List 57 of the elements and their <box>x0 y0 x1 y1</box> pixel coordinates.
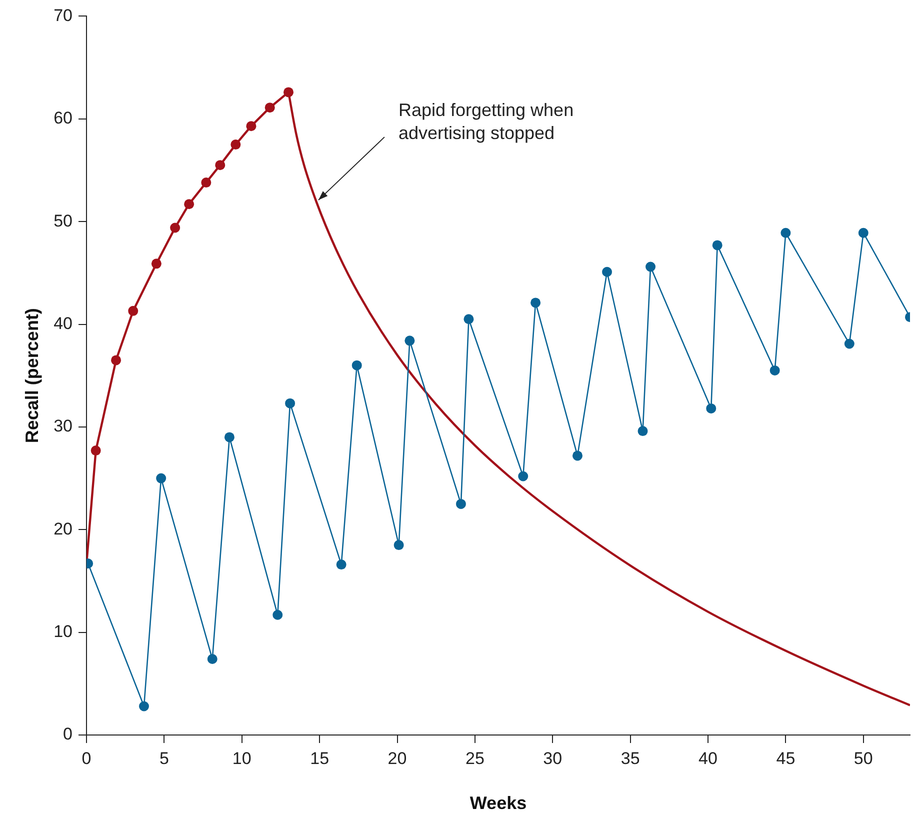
y-tick-label: 20 <box>54 519 73 538</box>
x-tick-label: 0 <box>82 748 92 768</box>
x-tick-label: 10 <box>232 748 252 768</box>
point <box>111 355 122 366</box>
point <box>170 222 180 233</box>
point <box>456 498 466 509</box>
point <box>230 140 241 150</box>
point <box>128 306 138 316</box>
point <box>285 398 296 408</box>
point <box>264 102 275 113</box>
point <box>602 266 612 277</box>
x-tick-label: 25 <box>465 748 484 768</box>
point <box>404 336 415 346</box>
point <box>184 199 194 210</box>
y-axis-title: Recall (percent) <box>22 308 42 444</box>
point <box>770 365 780 376</box>
x-axis-title: Weeks <box>470 793 527 814</box>
point <box>336 560 346 570</box>
point <box>90 446 101 456</box>
point <box>858 228 868 238</box>
point <box>224 432 234 442</box>
x-tick-label: 50 <box>854 748 873 768</box>
point <box>215 160 226 170</box>
point <box>139 701 149 712</box>
annotation: Rapid forgetting when advertising stopped <box>398 100 574 144</box>
x-tick-label: 40 <box>698 748 718 768</box>
point <box>394 540 404 550</box>
x-tick-label: 30 <box>543 748 562 768</box>
point <box>780 228 791 238</box>
x-tick-label: 15 <box>310 748 330 768</box>
point <box>352 360 362 370</box>
y-tick-label: 0 <box>63 724 73 744</box>
point <box>156 473 166 484</box>
y-tick-label: 10 <box>54 622 73 641</box>
point <box>151 258 162 269</box>
y-tick-label: 30 <box>54 416 73 436</box>
y-tick-label: 60 <box>54 108 73 128</box>
point <box>638 426 648 436</box>
point <box>272 610 283 620</box>
point <box>572 450 582 461</box>
point <box>706 403 716 414</box>
point <box>844 338 854 349</box>
point <box>201 178 212 188</box>
x-tick-label: 35 <box>620 748 640 768</box>
point <box>464 314 474 324</box>
point <box>246 121 256 132</box>
y-tick-label: 40 <box>54 314 73 333</box>
point <box>712 240 722 250</box>
y-tick-label: 70 <box>54 6 73 25</box>
point <box>518 471 528 482</box>
point <box>530 298 541 308</box>
y-tick-label: 50 <box>54 211 73 230</box>
point <box>646 262 656 272</box>
point <box>207 654 218 664</box>
x-tick-label: 20 <box>388 748 407 768</box>
x-tick-label: 5 <box>159 748 169 768</box>
x-tick-label: 45 <box>776 748 796 768</box>
